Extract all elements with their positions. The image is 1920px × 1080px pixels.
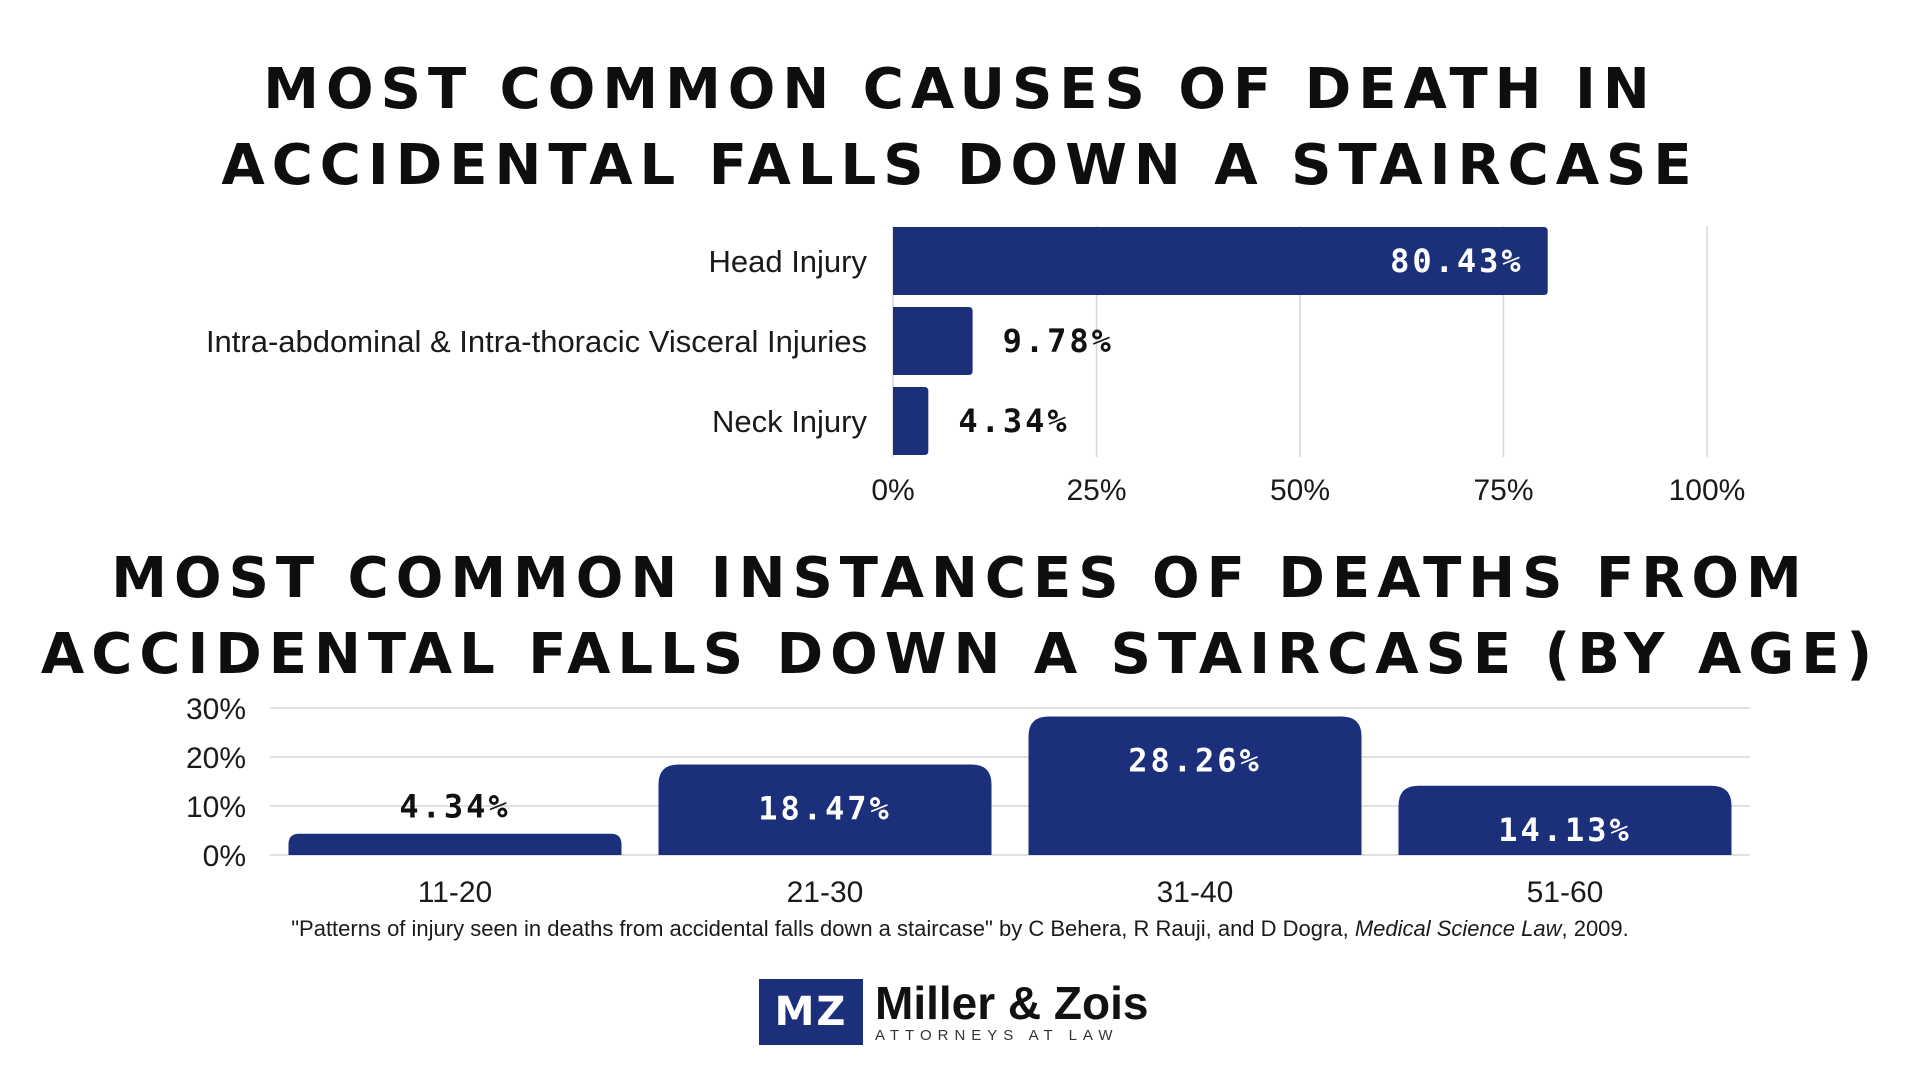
citation-suffix: , 2009. [1561,916,1629,941]
x-tick-label: 11-20 [418,876,493,909]
chart-2-title: MOST COMMON INSTANCES OF DEATHS FROM ACC… [0,541,1920,693]
logo-tagline: ATTORNEYS AT LAW [875,1027,1119,1044]
logo: MZ Miller & Zois ATTORNEYS AT LAW [759,978,1148,1046]
bar [658,764,992,855]
bar [1028,716,1362,855]
x-tick-label: 75% [1473,474,1533,507]
category-label: Intra-abdominal & Intra-thoracic Viscera… [206,324,867,359]
data-label: 18.47% [758,789,892,827]
category-label: Neck Injury [712,404,868,439]
x-tick-label: 0% [871,474,914,507]
chart-1-title-line-2: ACCIDENTAL FALLS DOWN A STAIRCASE [221,133,1699,198]
x-tick-label: 100% [1669,474,1746,507]
y-tick-label: 30% [186,693,246,726]
bar [893,387,929,455]
category-label: Head Injury [708,244,867,279]
logo-text: Miller & Zois ATTORNEYS AT LAW [875,979,1148,1045]
chart-1-title: MOST COMMON CAUSES OF DEATH IN ACCIDENTA… [0,52,1920,204]
citation-journal: Medical Science Law [1354,916,1562,941]
bar [893,227,1548,295]
chart-2-title-line-2: ACCIDENTAL FALLS DOWN A STAIRCASE (BY AG… [40,622,1880,687]
data-label: 4.34% [399,788,510,826]
x-tick-label: 51-60 [1527,876,1604,909]
bar [288,833,622,855]
y-tick-label: 20% [186,742,246,775]
y-tick-label: 0% [203,840,246,873]
x-tick-label: 31-40 [1157,876,1234,909]
citation: "Patterns of injury seen in deaths from … [0,916,1920,942]
bar [1398,785,1732,855]
chart-2-title-line-1: MOST COMMON INSTANCES OF DEATHS FROM [111,546,1809,611]
citation-prefix: "Patterns of injury seen in deaths from … [291,916,1355,941]
data-label: 14.13% [1498,811,1632,849]
x-tick-label: 25% [1066,474,1126,507]
y-tick-label: 10% [186,791,246,824]
chart-1-title-line-1: MOST COMMON CAUSES OF DEATH IN [263,57,1657,122]
x-tick-label: 50% [1270,474,1330,507]
data-label: 4.34% [958,402,1069,440]
bar [893,307,973,375]
logo-mark: MZ [759,979,863,1045]
data-label: 28.26% [1128,742,1262,780]
logo-name: Miller & Zois [875,977,1149,1029]
data-label: 80.43% [1390,242,1524,280]
x-tick-label: 21-30 [787,876,864,909]
data-label: 9.78% [1003,322,1114,360]
